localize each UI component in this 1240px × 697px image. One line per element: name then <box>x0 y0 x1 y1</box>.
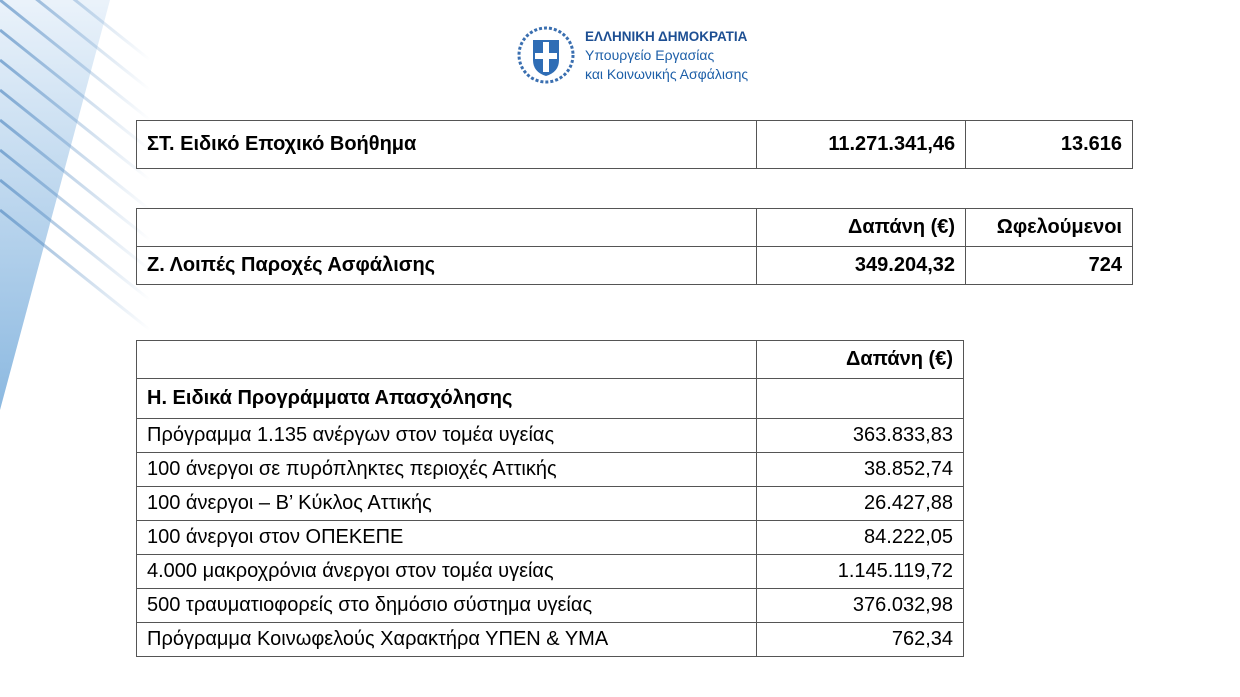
row-value: 1.145.119,72 <box>756 554 964 589</box>
table-row: Ζ. Λοιπές Παροχές Ασφάλισης 349.204,32 7… <box>135 246 1133 285</box>
row-value: 38.852,74 <box>756 452 964 487</box>
row-value: 363.833,83 <box>756 418 964 453</box>
coat-of-arms-icon <box>517 26 575 84</box>
row-value: 762,34 <box>756 622 964 657</box>
logo-line-2: Υπουργείο Εργασίας <box>585 46 715 63</box>
row-value: 26.427,88 <box>756 486 964 521</box>
table-row: 4.000 μακροχρόνια άνεργοι στον τομέα υγε… <box>135 554 964 589</box>
logo-line-3: και Κοινωνικής Ασφάλισης <box>585 65 749 82</box>
row-label: 100 άνεργοι σε πυρόπληκτες περιοχές Αττι… <box>135 452 758 487</box>
empty-cell <box>135 208 758 247</box>
table-row: 100 άνεργοι σε πυρόπληκτες περιοχές Αττι… <box>135 452 964 487</box>
logo-line-1: ΕΛΛΗΝΙΚΗ ΔΗΜΟΚΡΑΤΙΑ <box>585 28 748 44</box>
row-value: 376.032,98 <box>756 588 964 623</box>
section-label: Η. Ειδικά Προγράμματα Απασχόλησης <box>135 378 758 419</box>
table-row: Πρόγραμμα 1.135 ανέργων στον τομέα υγεία… <box>135 418 964 453</box>
table-row: Πρόγραμμα Κοινωφελούς Χαρακτήρα ΥΠΕΝ & Υ… <box>135 622 964 657</box>
table-header-row: Δαπάνη (€) <box>135 340 964 379</box>
column-header-beneficiaries: Ωφελούμενοι <box>965 208 1133 247</box>
table-seasonal-allowance: ΣΤ. Ειδικό Εποχικό Βοήθημα 11.271.341,46… <box>135 120 1133 169</box>
row-value: 84.222,05 <box>756 520 964 555</box>
beneficiaries-value: 13.616 <box>965 120 1133 169</box>
row-label: Πρόγραμμα 1.135 ανέργων στον τομέα υγεία… <box>135 418 758 453</box>
table-other-benefits: Δαπάνη (€) Ωφελούμενοι Ζ. Λοιπές Παροχές… <box>135 208 1133 285</box>
table-row: 100 άνεργοι – Β’ Κύκλος Αττικής 26.427,88 <box>135 486 964 521</box>
row-label: 4.000 μακροχρόνια άνεργοι στον τομέα υγε… <box>135 554 758 589</box>
section-row: Η. Ειδικά Προγράμματα Απασχόλησης <box>135 378 964 419</box>
row-label: Πρόγραμμα Κοινωφελούς Χαρακτήρα ΥΠΕΝ & Υ… <box>135 622 758 657</box>
expense-value: 11.271.341,46 <box>756 120 967 169</box>
row-label: 100 άνεργοι στον ΟΠΕΚΕΠΕ <box>135 520 758 555</box>
row-label: ΣΤ. Ειδικό Εποχικό Βοήθημα <box>135 120 758 169</box>
table-row: 500 τραυματιοφορείς στο δημόσιο σύστημα … <box>135 588 964 623</box>
beneficiaries-value: 724 <box>965 246 1133 285</box>
table-row: ΣΤ. Ειδικό Εποχικό Βοήθημα 11.271.341,46… <box>135 120 1133 169</box>
empty-cell <box>756 378 964 419</box>
decorative-stripes <box>0 0 151 410</box>
table-row: 100 άνεργοι στον ΟΠΕΚΕΠΕ 84.222,05 <box>135 520 964 555</box>
row-label: 500 τραυματιοφορείς στο δημόσιο σύστημα … <box>135 588 758 623</box>
row-label: Ζ. Λοιπές Παροχές Ασφάλισης <box>135 246 758 285</box>
column-header-expense: Δαπάνη (€) <box>756 208 967 247</box>
table-header-row: Δαπάνη (€) Ωφελούμενοι <box>135 208 1133 247</box>
ministry-logo: ΕΛΛΗΝΙΚΗ ΔΗΜΟΚΡΑΤΙΑ Υπουργείο Εργασίας κ… <box>517 26 748 84</box>
table-employment-programs: Δαπάνη (€) Η. Ειδικά Προγράμματα Απασχόλ… <box>135 340 964 657</box>
row-label: 100 άνεργοι – Β’ Κύκλος Αττικής <box>135 486 758 521</box>
column-header-expense: Δαπάνη (€) <box>756 340 964 379</box>
empty-cell <box>135 340 758 379</box>
expense-value: 349.204,32 <box>756 246 967 285</box>
